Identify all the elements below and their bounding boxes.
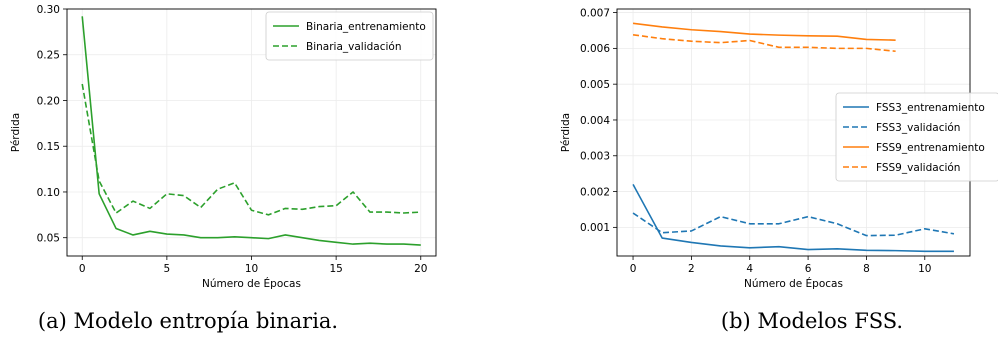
chart-0-legend	[265, 11, 434, 61]
chart-1-x-tick-label: 4	[746, 263, 753, 275]
chart-1-y-axis-label: Pérdida	[560, 113, 572, 152]
chart-1-y-tick-label: 0.005	[580, 79, 610, 91]
chart-0-series-line-0	[81, 16, 421, 246]
chart-1-legend-label-1: FSS3_validación	[876, 122, 960, 134]
chart-1-series-line-3	[632, 33, 896, 53]
chart-1-series-line-2	[632, 22, 896, 41]
chart-1-legend	[835, 92, 998, 182]
chart-1-series-line-0	[632, 184, 954, 253]
chart-0-x-tick-label: 10	[245, 263, 258, 275]
chart-1-y-tick-label: 0.003	[580, 151, 610, 163]
chart-1-x-tick-label: 2	[688, 263, 695, 275]
chart-0-legend-label-0: Binaria_entrenamiento	[306, 21, 426, 33]
chart-0-y-tick-label: 0.25	[37, 50, 60, 62]
chart-binary-loss: 0 5 10 15 20 0.05 0.10 0.15 0.20 0.25 0.30 Número d…	[10, 4, 437, 333]
chart-0-x-axis-label: Número de Épocas	[202, 277, 301, 290]
chart-1-x-tick-label: 0	[630, 263, 637, 275]
chart-1-legend-label-2: FSS9_entrenamiento	[876, 142, 985, 154]
chart-1-legend-label-0: FSS3_entrenamiento	[876, 102, 985, 114]
chart-0-y-tick-label: 0.10	[37, 187, 60, 199]
chart-1-y-tick-label: 0.007	[580, 7, 610, 19]
chart-0-legend-label-1: Binaria_validación	[306, 41, 401, 53]
chart-0-y-axis-label: Pérdida	[10, 113, 22, 152]
chart-0-caption: (a) Modelo entropía binaria.	[38, 309, 338, 333]
chart-0-series-line-1	[81, 83, 421, 216]
chart-0-y-tick-label: 0.15	[37, 141, 60, 153]
chart-1-y-tick-label: 0.001	[580, 222, 610, 234]
chart-0-y-tick-label: 0.30	[37, 4, 60, 16]
chart-1-y-tick-label: 0.004	[580, 115, 610, 127]
chart-1-y-tick-label: 0.002	[580, 186, 610, 198]
chart-1-y-tick-label: 0.006	[580, 43, 610, 55]
chart-fss-loss: 0 2 4 6 8 10 0.001 0.002 0.003 0.004 0.005 0.006 0.0…	[560, 7, 998, 333]
chart-1-caption: (b) Modelos FSS.	[721, 309, 903, 333]
chart-1-legend-label-3: FSS9_validación	[876, 162, 960, 174]
chart-0-x-tick-label: 20	[414, 263, 427, 275]
chart-1-x-tick-label: 10	[918, 263, 931, 275]
chart-1-x-axis-label: Número de Épocas	[744, 277, 843, 290]
chart-1-x-tick-label: 8	[863, 263, 870, 275]
chart-0-x-tick-label: 5	[164, 263, 171, 275]
chart-0-x-tick-label: 15	[329, 263, 342, 275]
chart-0-y-tick-label: 0.20	[37, 95, 60, 107]
chart-0-y-tick-label: 0.05	[37, 233, 60, 245]
chart-1-x-tick-label: 6	[805, 263, 812, 275]
chart-1-series-line-1	[632, 212, 955, 237]
chart-0-x-tick-label: 0	[79, 263, 86, 275]
